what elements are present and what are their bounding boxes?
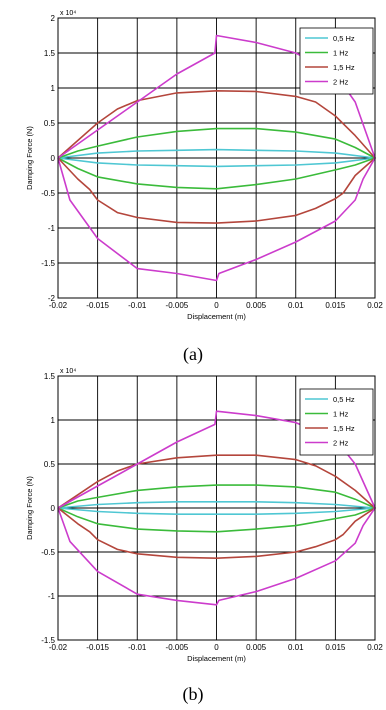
x-tick-label: -0.005 (166, 301, 189, 310)
y-tick-label: -1 (48, 224, 56, 233)
x-tick-label: -0.02 (49, 301, 68, 310)
legend-label: 2 Hz (333, 78, 349, 87)
x-tick-label: -0.01 (128, 301, 147, 310)
x-tick-label: 0.005 (246, 301, 267, 310)
y-exponent-label: x 10⁴ (60, 10, 76, 17)
legend-label: 1,5 Hz (333, 424, 355, 433)
y-tick-label: 0.5 (44, 119, 56, 128)
y-tick-label: 1 (51, 416, 56, 425)
x-tick-label: -0.02 (49, 643, 68, 652)
x-tick-label: -0.01 (128, 643, 147, 652)
x-tick-label: 0.005 (246, 643, 267, 652)
x-tick-label: 0.01 (288, 301, 304, 310)
x-tick-label: 0.02 (367, 301, 383, 310)
y-tick-label: 0 (51, 504, 56, 513)
y-axis-label: Damping Force (N) (25, 476, 34, 540)
x-tick-label: 0.015 (325, 643, 346, 652)
y-tick-label: 2 (51, 14, 56, 23)
legend-label: 1 Hz (333, 410, 349, 419)
y-tick-label: 0 (51, 154, 56, 163)
chart-b: -0.02 -0.015 -0.01 -0.005 0 0.005 0.01 0.015 0.0… (25, 368, 383, 705)
chart-a: -0.02 -0.015 -0.01 -0.005 0 0.005 0.01 0.015 0.0… (25, 10, 383, 365)
y-tick-label: 0.5 (44, 460, 56, 469)
legend-label: 1,5 Hz (333, 63, 355, 72)
y-tick-label: -1.5 (41, 636, 55, 645)
x-tick-label: -0.005 (166, 643, 189, 652)
y-tick-label: 1 (51, 84, 56, 93)
legend-label: 2 Hz (333, 439, 349, 448)
x-tick-label: -0.015 (86, 301, 109, 310)
x-tick-label: -0.015 (86, 643, 109, 652)
x-tick-label: 0.015 (325, 301, 346, 310)
x-tick-label: 0.01 (288, 643, 304, 652)
legend: 0,5 Hz 1 Hz 1,5 Hz 2 Hz (299, 388, 374, 456)
y-tick-label: -0.5 (41, 189, 55, 198)
y-tick-label: 1.5 (44, 49, 56, 58)
x-axis-label: Displacement (m) (187, 312, 246, 321)
plot-frame (57, 17, 376, 299)
series-line (57, 454, 376, 560)
y-tick-label: -0.5 (41, 548, 55, 557)
y-tick-label: 1.5 (44, 372, 56, 381)
x-axis-label: Displacement (m) (187, 654, 246, 663)
legend-label: 1 Hz (333, 49, 349, 58)
x-tick-label: 0 (214, 643, 219, 652)
x-tick-label: 0 (214, 301, 219, 310)
y-axis-label: Damping Force (N) (25, 126, 34, 190)
y-exponent-label: x 10⁴ (60, 368, 76, 375)
y-tick-label: -2 (48, 294, 56, 303)
y-tick-label: -1 (48, 592, 56, 601)
y-tick-label: -1.5 (41, 259, 55, 268)
series-line (57, 90, 376, 224)
figure-caption: (b) (183, 684, 204, 705)
legend-label: 0,5 Hz (333, 34, 355, 43)
legend-box (299, 388, 374, 456)
series-line (57, 410, 376, 606)
plot-frame (57, 375, 376, 641)
legend: 0,5 Hz 1 Hz 1,5 Hz 2 Hz (299, 27, 374, 95)
figure-caption: (a) (183, 344, 203, 365)
x-tick-label: 0.02 (367, 643, 383, 652)
legend-box (299, 27, 374, 95)
series-line (57, 34, 376, 282)
legend-label: 0,5 Hz (333, 395, 355, 404)
